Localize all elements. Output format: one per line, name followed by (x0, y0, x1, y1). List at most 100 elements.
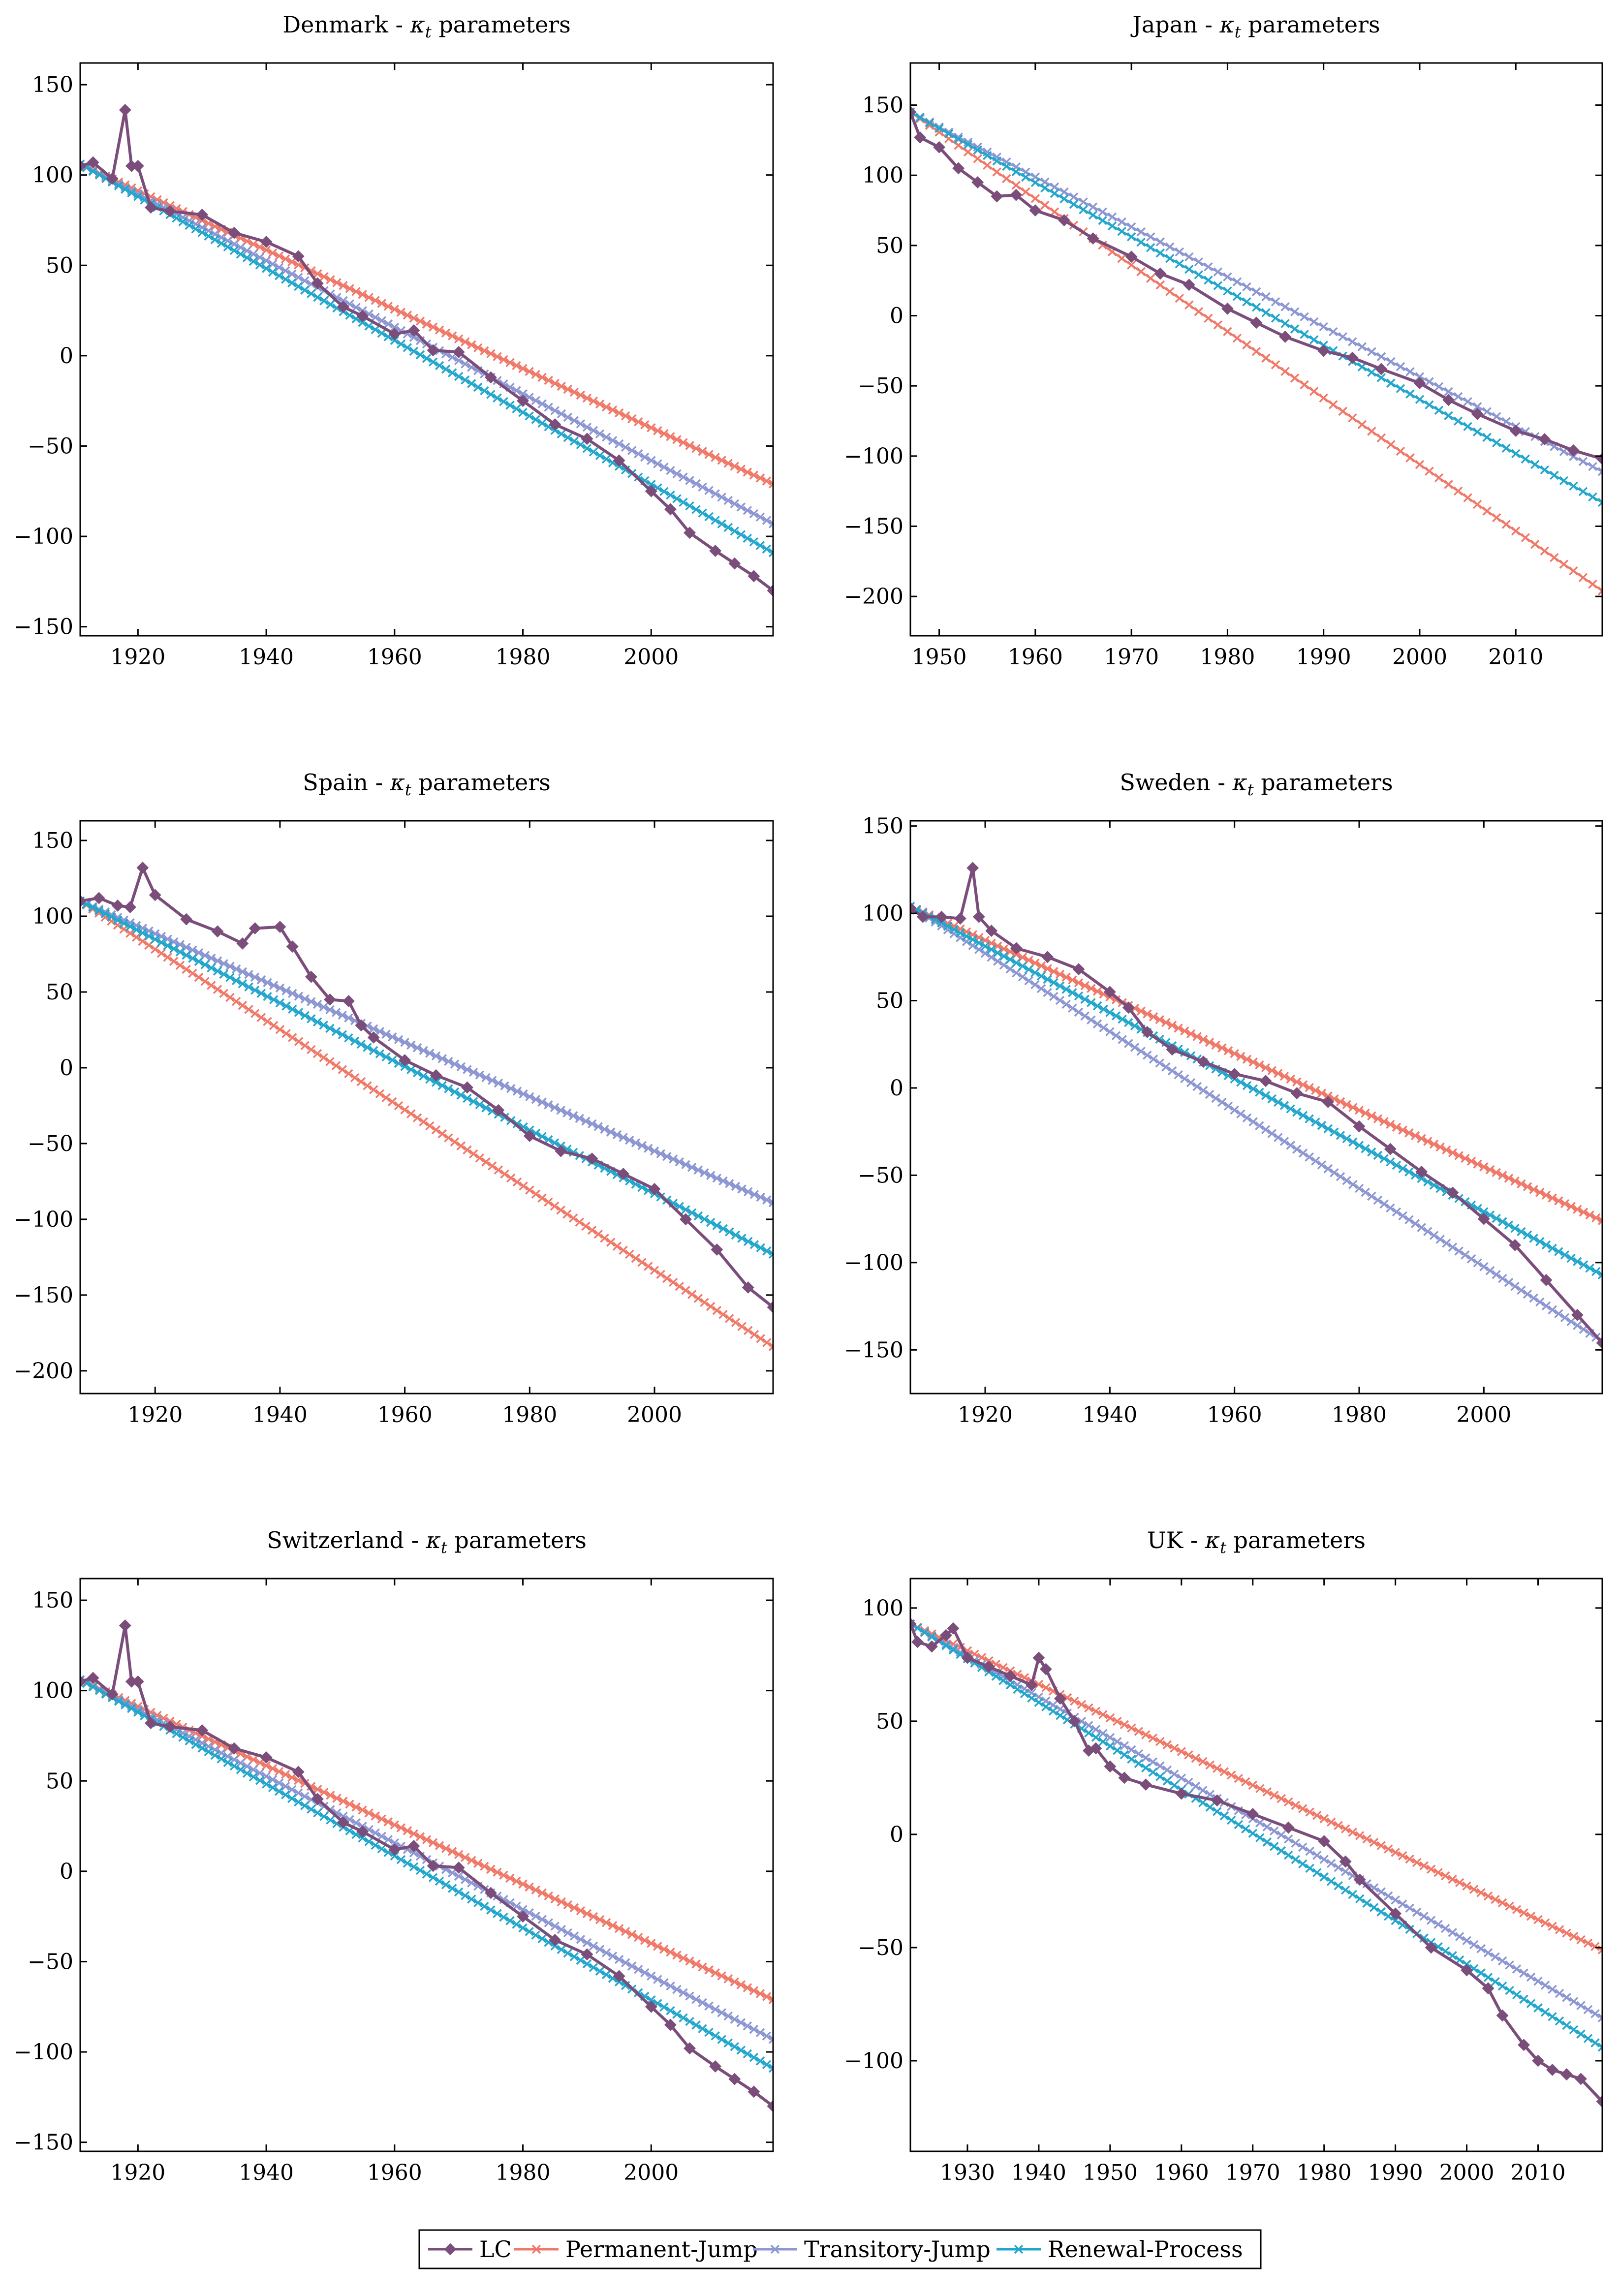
series-point (274, 1786, 284, 1796)
series-point (274, 251, 284, 261)
y-tick-label: −50 (858, 1163, 903, 1188)
lc-point (1322, 1095, 1335, 1108)
lc-point (355, 1019, 368, 1032)
series-point (319, 1812, 329, 1821)
series-point (219, 959, 228, 968)
series-point (608, 1921, 618, 1930)
series-point (531, 1885, 540, 1895)
series-point (1559, 559, 1569, 569)
y-tick-label: −200 (14, 1359, 73, 1384)
series-point (255, 260, 265, 270)
series-point (1136, 1006, 1146, 1016)
series-point (711, 1968, 720, 1978)
series-point (1433, 1868, 1443, 1877)
series-point (1098, 216, 1107, 225)
series-point (982, 160, 992, 170)
series-point (1242, 340, 1251, 350)
y-tick-label: −100 (844, 1250, 903, 1275)
series-point (691, 2020, 701, 2030)
series-point (1379, 1117, 1389, 1126)
series-point (1261, 1125, 1271, 1134)
series-point (712, 1221, 722, 1230)
series-point (1319, 393, 1328, 403)
series-point (1485, 1266, 1495, 1275)
lc-point (1546, 2063, 1558, 2076)
series-point (637, 1258, 647, 1267)
series-point (200, 960, 210, 969)
series-point (422, 1869, 432, 1879)
lc-point (80, 159, 87, 172)
series-point (121, 1700, 130, 1710)
series-point (447, 1847, 457, 1856)
series-point (749, 1190, 759, 1199)
series-point (1511, 449, 1521, 459)
series-point (755, 2028, 765, 2038)
series-point (1213, 320, 1223, 330)
series-point (1367, 368, 1376, 377)
series-point (944, 129, 954, 139)
series-point (456, 1062, 466, 1072)
series-point (460, 1853, 470, 1862)
series-renewal-process (80, 896, 773, 1259)
series-point (1036, 961, 1046, 970)
series-point (723, 1974, 733, 1984)
series-point (1505, 1901, 1514, 1911)
series-point (1049, 967, 1059, 976)
series-point (238, 967, 248, 976)
series-point (537, 1193, 547, 1203)
lc-point (1228, 1068, 1241, 1080)
series-point (1146, 232, 1155, 242)
series-point (737, 1322, 747, 1331)
series-point (768, 1342, 773, 1351)
lc-point (484, 1887, 497, 1899)
series-point (1077, 1700, 1087, 1709)
series-point (319, 296, 329, 306)
series-point (500, 1169, 509, 1179)
series-point (1134, 1749, 1144, 1759)
series-point (1088, 202, 1098, 212)
series-point (718, 1176, 728, 1186)
series-point (1367, 1147, 1376, 1157)
series-point (679, 438, 688, 447)
series-point (724, 1227, 734, 1237)
series-point (600, 1234, 609, 1243)
series-point (1311, 1086, 1320, 1095)
series-point (537, 1097, 547, 1107)
series-point (1199, 1086, 1208, 1095)
series-point (428, 357, 438, 367)
series-point (409, 313, 419, 323)
series-point (1334, 1881, 1343, 1891)
series-point (441, 365, 451, 374)
series-point (1523, 1289, 1532, 1299)
series-point (268, 1775, 278, 1784)
series-point (242, 1762, 252, 1771)
series-point (287, 278, 297, 288)
series-point (711, 453, 720, 462)
y-tick-label: 100 (862, 1596, 903, 1621)
series-point (736, 502, 746, 512)
series-point (1492, 438, 1501, 448)
series-lc (910, 1617, 1602, 2108)
series-point (992, 167, 1001, 177)
lc-point (164, 1720, 176, 1733)
series-point (1462, 1881, 1471, 1891)
series-point (261, 1761, 271, 1770)
series-point (351, 1802, 361, 1812)
series-point (1569, 481, 1578, 491)
series-point (288, 1004, 297, 1014)
series-point (647, 456, 656, 465)
series-point (668, 1154, 678, 1164)
series-renewal-process (910, 1619, 1602, 2052)
series-point (1251, 287, 1261, 297)
series-point (1165, 287, 1175, 296)
lc-point (1339, 1855, 1352, 1868)
series-point (1283, 1850, 1293, 1860)
series-point (480, 386, 489, 396)
series-point (274, 1778, 284, 1788)
lc-point (1496, 2009, 1509, 2022)
x-tick-label: 1960 (1008, 645, 1063, 670)
series-point (672, 1985, 682, 1994)
chart-title-country: Denmark - (282, 11, 410, 38)
series-point (263, 1017, 272, 1026)
series-point (1398, 1851, 1407, 1861)
